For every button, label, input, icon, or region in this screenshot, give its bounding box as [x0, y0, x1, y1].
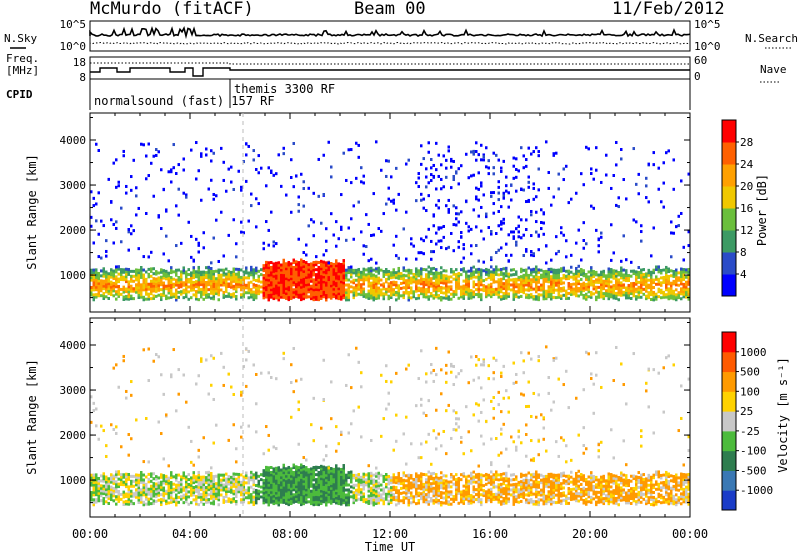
time-axis-labels: 00:00 04:00 08:00 12:00 16:00 20:00 00:00 [72, 527, 708, 541]
colorbar-swatch [722, 120, 736, 143]
x-tick-label: 20:00 [572, 527, 608, 541]
freq-label-2: [MHz] [6, 64, 39, 77]
colorbar-swatch [722, 430, 736, 452]
y-tick-label: 3000 [60, 384, 87, 397]
x-tick-label: 12:00 [372, 527, 408, 541]
cpid-mode-2: themis 3300 RF [234, 82, 335, 96]
velocity-colorbar: 1000 500 100 25 -25 -100 -500 -1000 [721, 331, 773, 511]
power-x-ticks [89, 113, 691, 312]
velocity-cbar-label: Velocity [m s⁻¹] [776, 357, 790, 473]
colorbar-swatch [722, 164, 736, 187]
x-tick-label: 16:00 [472, 527, 508, 541]
power-colorbar: 28 24 20 16 12 8 4 [721, 119, 754, 297]
colorbar-tick-label: 12 [740, 224, 753, 237]
freq-panel: Freq. [MHz] 18 8 60 0 Nave [6, 52, 787, 84]
x-tick-label: 08:00 [272, 527, 308, 541]
power-panel: 1000 2000 3000 4000 Slant Range [km] 28 24 20… [25, 112, 769, 313]
date-title: 11/Feb/2012 [612, 0, 725, 19]
colorbar-swatch [722, 142, 736, 165]
colorbar-swatch [722, 490, 736, 511]
nsky-label: N.Sky [4, 32, 37, 45]
noise-panel: 10^5 10^0 10^5 10^0 N.Sky N.Search [4, 18, 798, 53]
colorbar-swatch [722, 371, 736, 392]
y-tick-label: 4000 [60, 339, 87, 352]
colorbar-tick-label: 28 [740, 136, 753, 149]
noise-tick-right-bottom: 10^0 [694, 40, 721, 53]
colorbar-tick-label: 20 [740, 180, 753, 193]
station-title: McMurdo (fitACF) [90, 0, 254, 19]
x-tick-label: 00:00 [672, 527, 708, 541]
colorbar-swatch [722, 332, 736, 353]
freq-tick-bottom: 8 [79, 71, 86, 84]
noise-tick-right-top: 10^5 [694, 18, 721, 31]
cpid-mode-1: normalsound (fast) 157 RF [94, 94, 275, 108]
colorbar-swatch [722, 186, 736, 209]
velocity-y-label: Slant Range [km] [25, 359, 39, 475]
colorbar-swatch [722, 411, 736, 432]
freq-label-1: Freq. [6, 52, 39, 65]
colorbar-tick-label: 1000 [740, 346, 767, 359]
colorbar-tick-label: -500 [740, 464, 767, 477]
y-tick-label: 1000 [60, 269, 87, 282]
colorbar-swatch [722, 351, 736, 373]
colorbar-tick-label: -1000 [740, 484, 773, 497]
freq-tick-top: 18 [73, 56, 86, 69]
colorbar-tick-label: 25 [740, 405, 753, 418]
beam-title: Beam 00 [354, 0, 426, 19]
y-tick-label: 4000 [60, 134, 87, 147]
y-tick-label: 3000 [60, 179, 87, 192]
colorbar-tick-label: -100 [740, 445, 767, 458]
colorbar-swatch [722, 230, 736, 253]
colorbar-tick-label: 500 [740, 366, 760, 379]
power-y-label: Slant Range [km] [25, 154, 39, 270]
cpid-panel: CPID normalsound (fast) 157 RF themis 33… [6, 79, 691, 110]
velocity-y-axis: 1000 2000 3000 4000 [60, 322, 690, 504]
nave-label: Nave [760, 63, 787, 76]
colorbar-tick-label: 24 [740, 158, 754, 171]
colorbar-tick-label: 4 [740, 268, 747, 281]
x-tick-label: 04:00 [172, 527, 208, 541]
x-tick-label: 00:00 [72, 527, 108, 541]
noise-tick-left-bottom: 10^0 [60, 40, 87, 53]
noise-search-trace [89, 41, 691, 45]
y-tick-label: 2000 [60, 224, 87, 237]
colorbar-tick-label: -25 [740, 425, 760, 438]
power-y-axis: 1000 2000 3000 4000 [60, 117, 690, 299]
velocity-panel: 1000 2000 3000 4000 Slant Range [km] 1000 50… [25, 317, 790, 518]
power-cells [90, 140, 690, 302]
nave-tick-bottom: 0 [694, 70, 701, 83]
nave-tick-top: 60 [694, 54, 707, 67]
nsearch-label: N.Search [745, 32, 798, 45]
colorbar-swatch [722, 450, 736, 471]
noise-sky-trace [89, 26, 691, 40]
colorbar-swatch [722, 252, 736, 275]
y-tick-label: 1000 [60, 474, 87, 487]
power-cbar-label: Power [dB] [755, 174, 769, 246]
velocity-x-ticks [89, 318, 691, 517]
cpid-label: CPID [6, 88, 33, 101]
x-axis-title: Time UT [365, 540, 416, 554]
colorbar-swatch [722, 470, 736, 491]
velocity-cells [90, 345, 690, 507]
noise-tick-left-top: 10^5 [60, 18, 87, 31]
frequency-trace [90, 67, 690, 77]
nave-trace [90, 62, 690, 65]
colorbar-swatch [722, 391, 736, 412]
colorbar-tick-label: 16 [740, 202, 753, 215]
y-tick-label: 2000 [60, 429, 87, 442]
colorbar-tick-label: 8 [740, 246, 747, 259]
colorbar-swatch [722, 208, 736, 231]
colorbar-tick-label: 100 [740, 385, 760, 398]
colorbar-swatch [722, 274, 736, 297]
